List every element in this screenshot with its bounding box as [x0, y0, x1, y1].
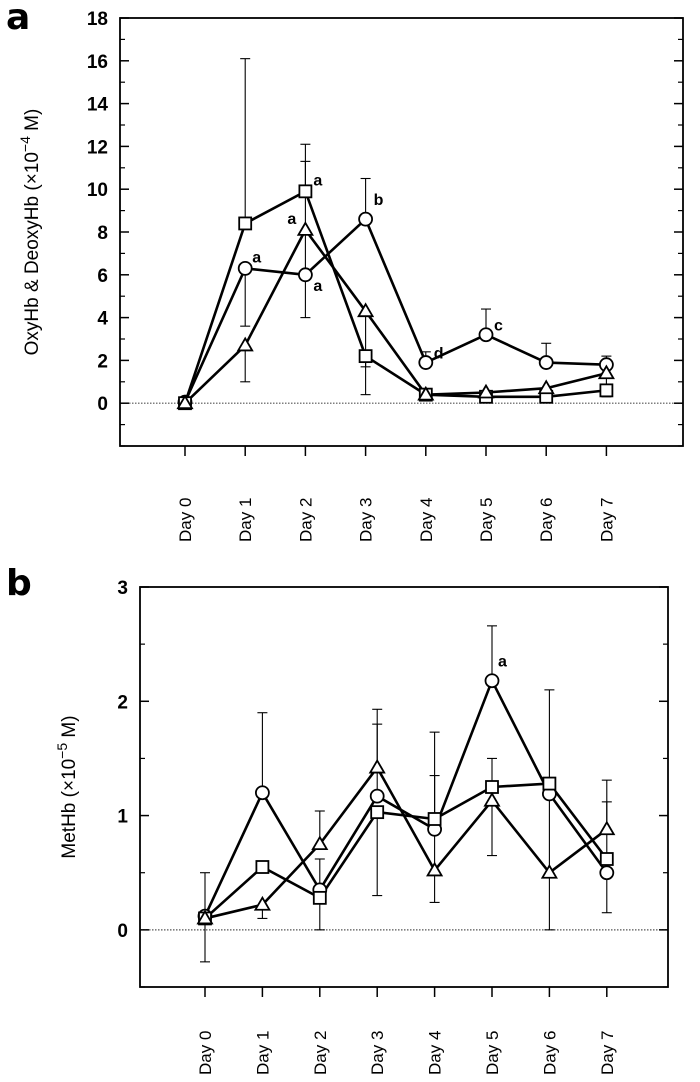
data-point-circle — [478, 327, 494, 343]
y-axis-title: OxyHb & DeoxyHb (×10−4 M) — [17, 109, 43, 356]
x-tick-label: Day 7 — [597, 498, 616, 542]
significance-label: a — [498, 654, 507, 671]
data-point-triangle — [417, 385, 435, 401]
data-point-triangle — [176, 394, 194, 410]
y-tick-label: 16 — [87, 52, 108, 73]
data-point-square — [370, 805, 385, 820]
panel-label-a: a — [6, 0, 31, 38]
y-axis-title: MetHb (×10−5 M) — [54, 715, 80, 858]
data-point-circle — [254, 785, 270, 801]
y-tick-label: 0 — [97, 394, 108, 415]
y-tick-label: 1 — [117, 807, 128, 828]
data-point-triangle — [236, 336, 254, 352]
series-line-triangle — [204, 766, 608, 920]
data-point-circle — [484, 673, 500, 689]
y-tick-label: 2 — [117, 692, 128, 713]
x-tick-label: Day 1 — [236, 498, 255, 542]
series-line-triangle — [184, 228, 607, 405]
y-tick-label: 3 — [117, 578, 128, 599]
chart-panel-b: 0 1 2 3 Day 0 Day 1 Day 2 Day 3 Day 4 Day 5 Day 6 D… — [54, 578, 669, 1075]
data-point-circle — [237, 260, 253, 276]
data-point-circle — [599, 865, 615, 881]
x-tick-label: Day 7 — [598, 1031, 617, 1075]
y-tick-label: 2 — [97, 351, 108, 372]
data-point-triangle — [357, 302, 375, 318]
x-tick-label: Day 6 — [537, 498, 556, 542]
data-point-triangle — [253, 895, 271, 911]
y-tick-label: 4 — [97, 309, 108, 330]
y-tick-label: 10 — [87, 180, 108, 201]
data-point-square — [542, 776, 557, 791]
plot-frame — [139, 586, 669, 988]
significance-label: c — [494, 318, 503, 335]
x-tick-label: Day 4 — [417, 498, 436, 542]
y-tick-label: 6 — [97, 266, 108, 287]
x-tick-label: Day 2 — [296, 498, 315, 542]
series-line-circle — [183, 217, 607, 403]
significance-label: a — [252, 249, 261, 266]
data-point-triangle — [598, 820, 616, 836]
data-point-circle — [369, 788, 385, 804]
data-point-square — [599, 852, 614, 866]
data-point-triangle — [537, 379, 555, 395]
significance-label: d — [434, 346, 444, 363]
data-point-triangle — [483, 791, 501, 807]
significance-label: b — [374, 192, 384, 209]
series-line-circle — [203, 679, 608, 917]
data-point-square — [358, 349, 373, 364]
data-point-triangle — [311, 835, 329, 851]
x-tick-label: Day 6 — [540, 1031, 559, 1075]
data-point-triangle — [597, 364, 615, 380]
data-point-triangle — [540, 863, 558, 879]
x-tick-label: Day 3 — [357, 498, 376, 542]
data-point-square — [485, 780, 499, 794]
significance-label: a — [313, 278, 322, 295]
data-point-square — [298, 184, 313, 199]
data-point-square — [599, 383, 614, 398]
plot-frame — [119, 17, 684, 447]
y-tick-label: 18 — [87, 9, 108, 30]
data-point-circle — [297, 267, 313, 283]
significance-label: a — [313, 172, 322, 189]
data-point-triangle — [477, 383, 495, 399]
y-tick-label: 12 — [87, 137, 108, 158]
x-tick-label: Day 2 — [311, 1031, 330, 1075]
x-tick-label: Day 1 — [253, 1031, 272, 1075]
data-point-triangle — [296, 221, 314, 236]
x-tick-label: Day 5 — [477, 498, 496, 542]
data-point-square — [255, 860, 270, 874]
x-tick-label: Day 0 — [176, 498, 195, 542]
significance-label: a — [287, 211, 296, 228]
y-tick-label: 0 — [117, 921, 128, 942]
data-point-square — [427, 812, 442, 826]
data-point-square — [312, 890, 327, 905]
series-line-square — [183, 190, 607, 404]
chart-panel-a: 0 2 4 6 8 10 12 14 16 18 Day 0 Day 1 Day 2 Day 3 Day 4… — [17, 9, 684, 542]
data-point-square — [238, 216, 253, 231]
series-line-square — [204, 782, 608, 920]
data-point-circle — [418, 355, 434, 370]
x-tick-label: Day 3 — [368, 1031, 387, 1075]
x-tick-label: Day 0 — [196, 1031, 215, 1075]
data-point-circle — [358, 211, 374, 227]
x-tick-label: Day 4 — [426, 1031, 445, 1075]
data-point-circle — [538, 355, 554, 370]
data-point-triangle — [368, 758, 386, 774]
x-tick-label: Day 5 — [483, 1031, 502, 1075]
panel-label-b: b — [6, 563, 32, 604]
data-point-triangle — [196, 909, 214, 925]
y-tick-label: 14 — [87, 95, 109, 116]
data-point-triangle — [426, 861, 444, 877]
y-tick-label: 8 — [97, 223, 108, 244]
